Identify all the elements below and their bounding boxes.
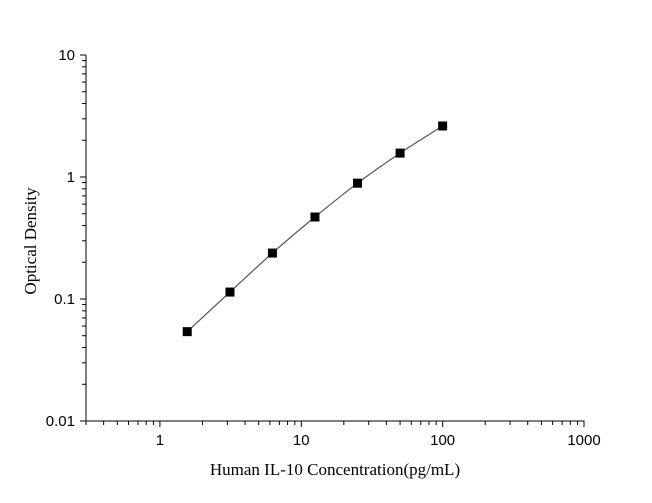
y-tick-label: 0.01 <box>46 413 75 430</box>
data-point-marker <box>225 287 235 297</box>
data-point-marker <box>310 212 320 222</box>
y-tick-label: 1 <box>67 169 75 186</box>
data-point-marker <box>438 121 448 131</box>
axes: 1 10 100 1000 0.01 0.1 1 10 <box>46 47 601 449</box>
y-tick-label: 10 <box>58 47 75 64</box>
data-point-marker <box>267 248 277 258</box>
x-axis-title: Human IL-10 Concentration(pg/mL) <box>210 460 460 479</box>
x-tick-label: 100 <box>430 432 455 449</box>
data-point-marker <box>395 148 405 158</box>
x-tick-label: 10 <box>293 432 310 449</box>
x-tick-label: 1 <box>156 432 164 449</box>
data-point-marker <box>353 178 363 188</box>
data-point-marker <box>182 327 192 337</box>
x-tick-label: 1000 <box>567 432 600 449</box>
y-tick-label: 0.1 <box>54 291 75 308</box>
y-axis-title: Optical Density <box>21 187 40 295</box>
data-points <box>182 121 448 337</box>
